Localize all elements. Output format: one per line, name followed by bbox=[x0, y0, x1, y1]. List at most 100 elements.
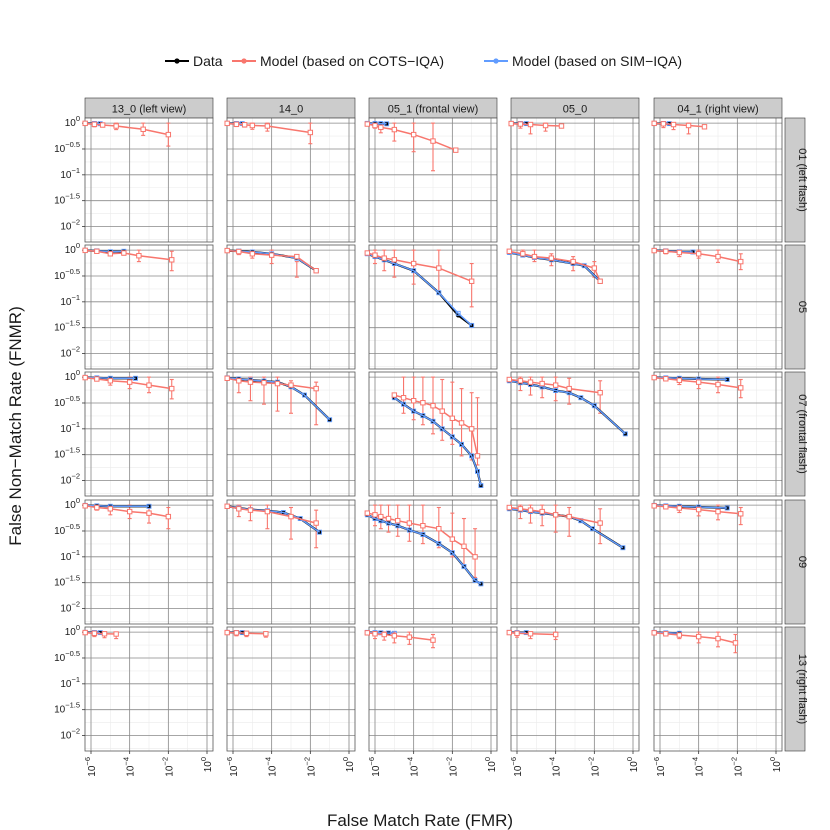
sim-point bbox=[420, 413, 426, 419]
panel-series-r4-c0 bbox=[82, 629, 119, 640]
cots-point bbox=[146, 382, 152, 388]
cots-point bbox=[453, 147, 459, 153]
y-tick-base: 10 bbox=[54, 526, 66, 537]
panel-border bbox=[653, 117, 783, 243]
cots-point bbox=[288, 513, 294, 520]
cots-point bbox=[552, 631, 559, 638]
cots-point bbox=[140, 126, 146, 132]
row-strip-1: 05 bbox=[784, 244, 808, 370]
x-tick-exponent: 0 bbox=[341, 757, 350, 761]
cots-point bbox=[663, 631, 669, 637]
y-tick-exponent: −1.5 bbox=[65, 701, 80, 710]
panel-series-r1-c3 bbox=[506, 248, 603, 284]
x-tick-base: 10 bbox=[345, 761, 356, 773]
strip-background bbox=[784, 499, 806, 625]
y-tick-base: 10 bbox=[60, 424, 72, 435]
panel-series-r1-c0 bbox=[82, 247, 175, 272]
cots-point bbox=[474, 453, 481, 459]
y-tick-exponent: −1.5 bbox=[65, 446, 80, 455]
x-tick-exponent: −4 bbox=[264, 757, 273, 766]
y-tick-label: 10−1.5 bbox=[54, 701, 80, 716]
panel-border bbox=[368, 244, 498, 370]
cots-point bbox=[539, 508, 545, 515]
x-tick-exponent: −6 bbox=[652, 757, 661, 766]
cots-point bbox=[99, 122, 106, 128]
cots-point bbox=[449, 536, 456, 542]
cots-point bbox=[263, 631, 269, 637]
x-tick-exponent: −6 bbox=[83, 757, 92, 766]
sim-point bbox=[472, 577, 478, 583]
legend: Data Model (based on COTS−IQA) Model (base… bbox=[165, 53, 682, 69]
y-tick-label: 10−1.5 bbox=[54, 192, 80, 207]
x-tick-label: 10−4 bbox=[691, 757, 706, 777]
sim-point bbox=[146, 503, 152, 509]
cots-point bbox=[165, 513, 172, 520]
y-tick-base: 10 bbox=[54, 705, 66, 716]
cots-point bbox=[685, 122, 692, 129]
cots-point bbox=[224, 247, 230, 254]
cots-point bbox=[552, 512, 559, 518]
sim-point bbox=[317, 529, 323, 535]
x-tick-base: 10 bbox=[371, 765, 382, 777]
cots-point bbox=[430, 403, 436, 409]
cots-point bbox=[410, 131, 417, 138]
x-tick-base: 10 bbox=[656, 765, 667, 777]
cots-point bbox=[391, 126, 398, 133]
panel-border bbox=[226, 499, 356, 625]
cots-point bbox=[82, 247, 88, 254]
panel-border bbox=[510, 499, 640, 625]
x-tick-label: 100 bbox=[625, 757, 640, 772]
y-tick-base: 10 bbox=[60, 604, 72, 615]
cots-point bbox=[249, 122, 256, 129]
cots-point bbox=[663, 504, 669, 510]
y-tick-label: 10−1 bbox=[60, 293, 80, 308]
y-tick-base: 10 bbox=[54, 578, 66, 589]
x-tick-exponent: −2 bbox=[586, 757, 595, 766]
panel-border bbox=[84, 117, 214, 243]
x-tick-base: 10 bbox=[513, 765, 524, 777]
cots-point bbox=[364, 121, 371, 127]
sim-series-line bbox=[509, 380, 626, 435]
y-tick-label: 10−1.5 bbox=[54, 319, 80, 334]
cots-point bbox=[517, 506, 524, 512]
panel-r0-c4 bbox=[653, 117, 783, 243]
sim-point bbox=[724, 505, 730, 511]
legend-item-2: Model (based on SIM−IQA) bbox=[484, 53, 682, 69]
cots-error-bars bbox=[373, 249, 474, 308]
cots-point bbox=[233, 121, 240, 127]
x-tick-base: 10 bbox=[126, 765, 137, 777]
cots-point bbox=[738, 511, 744, 517]
cots-point bbox=[126, 508, 133, 515]
y-tick-exponent: 0 bbox=[76, 241, 80, 250]
panel-r4-c3 bbox=[510, 626, 640, 752]
cots-point bbox=[597, 390, 603, 396]
y-tick-exponent: −1 bbox=[71, 293, 80, 302]
x-tick-exponent: 0 bbox=[483, 757, 492, 761]
panel-border bbox=[653, 244, 783, 370]
y-tick-exponent: −1 bbox=[71, 420, 80, 429]
panel-border bbox=[510, 117, 640, 243]
x-tick-label: 100 bbox=[483, 757, 498, 772]
sim-point bbox=[461, 564, 467, 569]
cots-point bbox=[548, 255, 555, 261]
legend-label: Data bbox=[193, 53, 223, 69]
sim-point bbox=[327, 417, 333, 423]
x-tick-label: 10−6 bbox=[225, 757, 240, 777]
sim-point bbox=[475, 468, 480, 474]
cots-point bbox=[472, 554, 478, 560]
y-tick-exponent: −0.5 bbox=[65, 267, 80, 276]
cots-point bbox=[527, 121, 534, 128]
y-tick-base: 10 bbox=[65, 118, 77, 129]
cots-point bbox=[701, 124, 708, 130]
panel-series-r2-c1 bbox=[224, 375, 333, 426]
cots-point bbox=[420, 400, 426, 406]
x-tick-base: 10 bbox=[203, 761, 214, 773]
sim-point bbox=[436, 290, 442, 296]
x-tick-base: 10 bbox=[410, 765, 421, 777]
x-tick-label: 10−4 bbox=[548, 757, 563, 777]
cots-point bbox=[165, 131, 172, 138]
x-tick-base: 10 bbox=[164, 765, 175, 777]
panel-border bbox=[84, 371, 214, 497]
panel-series-r4-c1 bbox=[224, 629, 269, 638]
panel-r4-c1 bbox=[226, 626, 356, 752]
